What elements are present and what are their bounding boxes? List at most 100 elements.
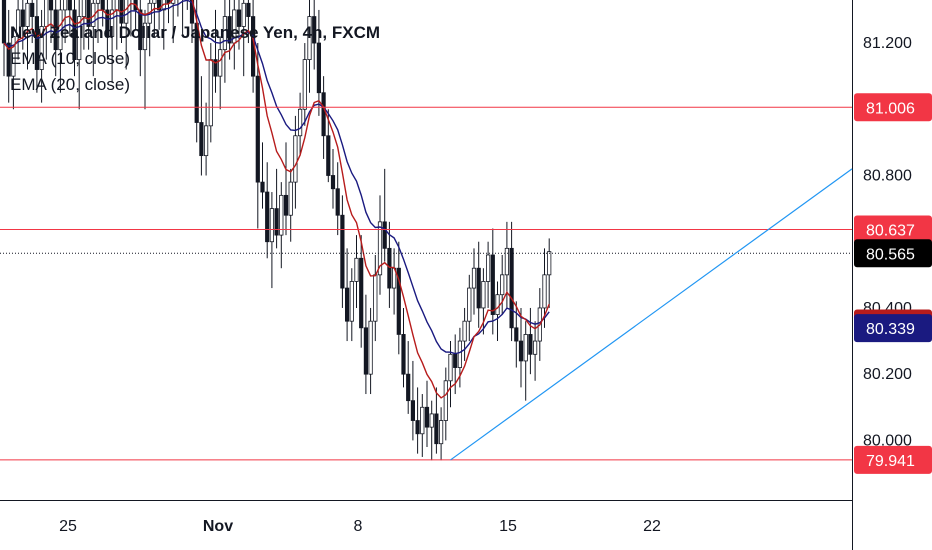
candle-body xyxy=(359,257,364,329)
candle-body xyxy=(30,2,35,17)
candle-body xyxy=(15,9,21,37)
candle-body xyxy=(485,254,491,282)
candle-body xyxy=(457,340,463,368)
candle-body xyxy=(340,214,345,289)
price-tag-label: 80.339 xyxy=(866,321,915,338)
price-tag-label: 80.565 xyxy=(866,246,915,263)
candle-body xyxy=(302,59,307,110)
candle-body xyxy=(443,380,448,421)
candle-body xyxy=(429,413,434,428)
candle-body xyxy=(406,373,411,402)
candle-body xyxy=(25,2,30,27)
candle-body xyxy=(138,9,143,51)
candle-body xyxy=(269,208,275,243)
candle-body xyxy=(34,16,40,70)
time-tick-label: 25 xyxy=(59,518,77,535)
candle-body xyxy=(528,334,533,355)
candle-body xyxy=(213,59,218,77)
candle-body xyxy=(401,334,406,375)
candle-body xyxy=(222,16,227,51)
candle-body xyxy=(547,251,552,276)
candle-body xyxy=(152,0,157,4)
candle-body xyxy=(293,135,298,183)
candle-body xyxy=(307,16,312,61)
candle-body xyxy=(63,0,68,11)
price-tag xyxy=(854,93,932,122)
candle-body xyxy=(227,16,232,44)
candle-body xyxy=(77,16,82,61)
candle-body xyxy=(86,0,91,27)
candle-body xyxy=(288,181,293,216)
candle-body xyxy=(533,340,538,355)
candle-body xyxy=(344,287,350,322)
candle-body xyxy=(114,0,119,11)
price-tag xyxy=(854,215,932,244)
candle-body xyxy=(387,247,392,289)
candle-body xyxy=(110,9,115,37)
candle-body xyxy=(246,2,251,17)
time-tick-label: 8 xyxy=(354,518,363,535)
candle-body xyxy=(467,287,472,322)
candle-body xyxy=(67,0,72,11)
symbol-title: New Zealand Dollar / Japanese Yen, 4h, F… xyxy=(10,23,381,42)
price-tag xyxy=(854,239,932,268)
candle-body xyxy=(410,400,416,421)
candle-body xyxy=(241,2,246,27)
candle-body xyxy=(199,122,204,157)
price-tick-label: 81.200 xyxy=(863,35,912,52)
candle-body xyxy=(274,208,279,236)
candle-body xyxy=(453,353,458,368)
candle-body xyxy=(326,135,331,176)
candle-body xyxy=(316,42,322,94)
candle-body xyxy=(105,9,110,37)
candle-body xyxy=(72,9,77,61)
candle-body xyxy=(373,274,378,322)
candle-body xyxy=(368,320,373,375)
candle-body xyxy=(142,22,148,51)
trendline xyxy=(450,168,853,461)
candle-body xyxy=(203,125,209,157)
candle-body xyxy=(476,267,481,309)
candle-body xyxy=(424,406,430,428)
candle-body xyxy=(283,194,289,216)
candle-body xyxy=(434,413,439,445)
candle-body xyxy=(415,420,420,435)
candle-body xyxy=(500,274,505,296)
candle-body xyxy=(490,254,495,315)
price-tag xyxy=(854,445,932,474)
ema-20-line xyxy=(3,0,550,355)
candle-body xyxy=(255,75,260,183)
price-tick-label: 80.800 xyxy=(863,167,912,184)
ema-10-legend: EMA (10, close) xyxy=(10,49,130,68)
candle-body xyxy=(396,267,401,335)
candle-body xyxy=(1,0,7,44)
candle-body xyxy=(81,0,86,17)
price-tag-label: 79.941 xyxy=(866,453,915,470)
candle-body xyxy=(20,9,25,27)
candle-body xyxy=(471,267,477,289)
candle-body xyxy=(100,0,105,11)
candle-body xyxy=(523,334,528,362)
time-tick-label: Nov xyxy=(203,518,233,535)
candle-body xyxy=(420,406,425,435)
candle-body xyxy=(48,0,54,11)
candle-body xyxy=(509,247,514,329)
time-tick-label: 15 xyxy=(499,518,517,535)
candle-body xyxy=(312,16,317,44)
candle-body xyxy=(95,0,101,4)
candle-body xyxy=(495,294,500,315)
price-tick-label: 80.000 xyxy=(863,432,912,449)
candle-body xyxy=(265,191,270,243)
candle-body xyxy=(11,36,16,77)
candle-body xyxy=(363,327,369,375)
candle-body xyxy=(481,281,486,309)
candle-body xyxy=(218,49,223,77)
candle-body xyxy=(236,9,242,27)
candle-body xyxy=(504,247,510,276)
candle-body xyxy=(354,257,359,282)
time-tick-label: 22 xyxy=(643,518,661,535)
candle-body xyxy=(382,221,387,249)
candle-body xyxy=(6,42,11,77)
